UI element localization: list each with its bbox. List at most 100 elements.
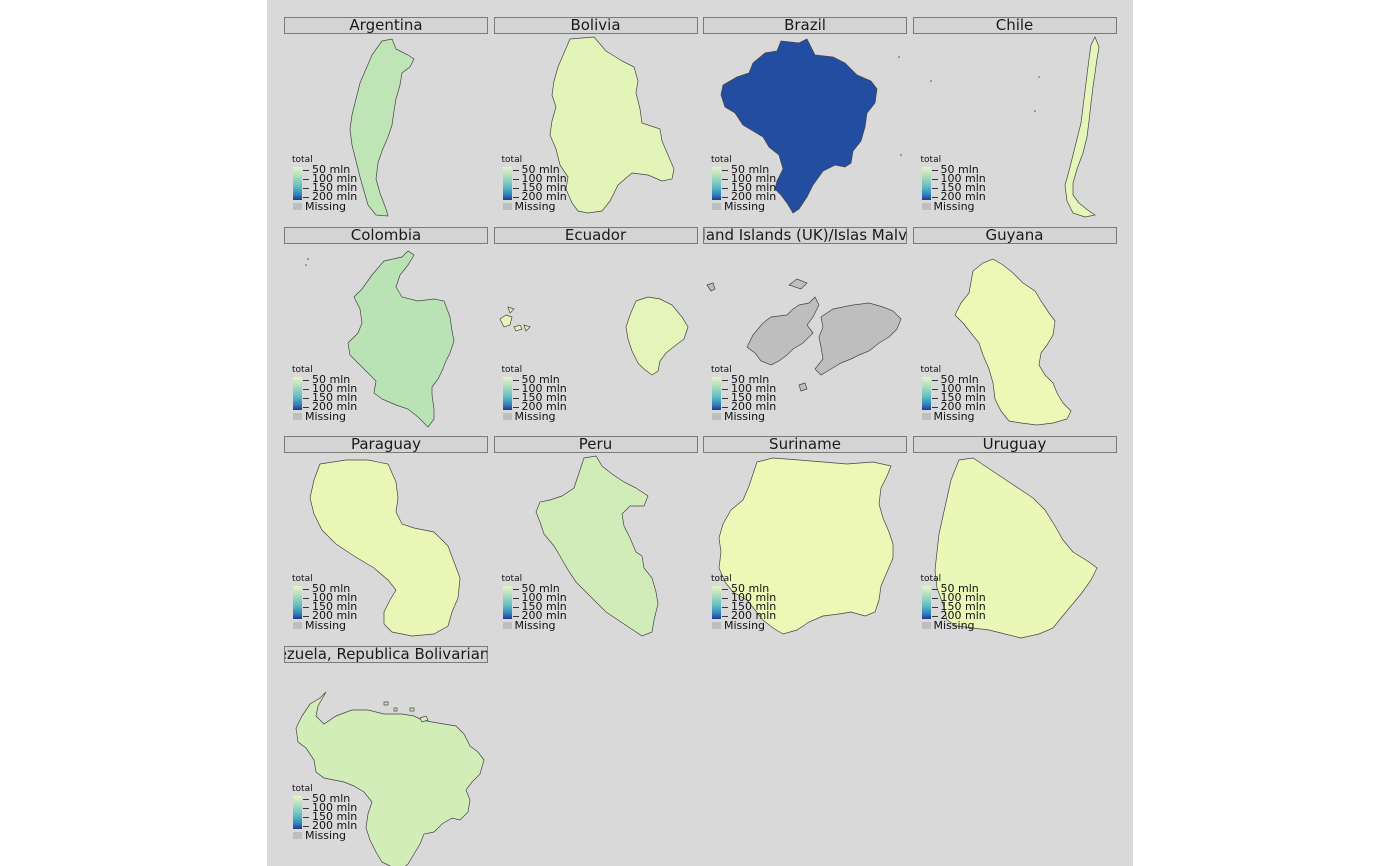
legend-color-ramp bbox=[293, 167, 302, 200]
country-shape bbox=[746, 295, 820, 365]
legend-tick-label: 200 mln bbox=[931, 399, 986, 413]
legend-tick-label: 200 mln bbox=[302, 818, 358, 832]
country-map bbox=[954, 258, 1071, 425]
legend-tick-label: 150 mln bbox=[302, 390, 358, 404]
legend-title: total bbox=[920, 364, 942, 375]
panel-title-text: Bolivia bbox=[570, 17, 621, 34]
legend-tick-label: 150 mln bbox=[512, 390, 567, 404]
island-shape bbox=[419, 715, 429, 722]
legend-missing-swatch bbox=[921, 412, 931, 420]
legend-color-ramp bbox=[712, 167, 721, 200]
country-shape bbox=[934, 457, 1097, 639]
legend-missing-label: Missing bbox=[933, 200, 975, 213]
map-panel-paraguay: Paraguay total 50 mln 100 mln 150 mln 200 mln… bbox=[284, 419, 488, 637]
panel-title-text: Argentina bbox=[349, 17, 423, 34]
legend-tick-label: 200 mln bbox=[931, 609, 986, 622]
legend-color-ramp bbox=[502, 376, 512, 410]
legend-tick-label: 100 mln bbox=[512, 172, 567, 185]
map-panel-colombia: Colombia total 50 mln 100 mln 150 mln 200 mln… bbox=[284, 210, 488, 428]
legend-tick-label: 50 mln bbox=[931, 163, 979, 176]
country-map bbox=[309, 459, 461, 637]
legend-tick-label: 50 mln bbox=[931, 372, 979, 386]
legend-title: total bbox=[292, 364, 313, 375]
legend-missing-swatch bbox=[502, 622, 512, 629]
legend-missing-label: Missing bbox=[514, 409, 556, 423]
legend-missing-swatch bbox=[293, 622, 302, 629]
legend-missing-swatch bbox=[921, 203, 931, 210]
map-panel-brazil: Brazil total 50 mln 100 mln 150 mln 200 mln Mi… bbox=[703, 0, 907, 214]
legend-title: total bbox=[292, 574, 313, 584]
legend-tick-label: 50 mln bbox=[302, 791, 351, 805]
small-island bbox=[900, 154, 902, 156]
legend-tick-label: 50 mln bbox=[931, 582, 979, 595]
legend-tick-label: 150 mln bbox=[721, 181, 777, 194]
island-shape bbox=[706, 282, 716, 291]
island-shape bbox=[499, 314, 512, 327]
map-panel-guyana: Guyana total 50 mln 100 mln 150 mln 200 mln Mi… bbox=[912, 210, 1117, 425]
legend-title: total bbox=[501, 364, 523, 375]
legend-missing-label: Missing bbox=[514, 619, 556, 632]
legend-tick-label: 150 mln bbox=[302, 600, 358, 613]
small-island bbox=[1037, 76, 1040, 78]
panel-title: Brazil bbox=[703, 17, 907, 34]
panel-title: Paraguay bbox=[284, 436, 488, 453]
map-legend: total 50 mln 100 mln 150 mln 200 mln Missing bbox=[921, 574, 1001, 634]
legend-title: total bbox=[920, 155, 942, 165]
island-shape bbox=[814, 302, 902, 375]
legend-tick-label: 100 mln bbox=[512, 591, 567, 604]
legend-color-ramp bbox=[293, 586, 302, 619]
map-legend: total 50 mln 100 mln 150 mln 200 mln Missing bbox=[921, 365, 1001, 425]
island-shape bbox=[383, 701, 389, 705]
legend-missing-label: Missing bbox=[514, 200, 556, 213]
country-shape bbox=[549, 36, 674, 214]
panel-title-text: Guyana bbox=[985, 226, 1044, 244]
panel-title: Suriname bbox=[703, 436, 907, 453]
map-legend: total 50 mln 100 mln 150 mln 200 mln Missing bbox=[292, 784, 372, 844]
panel-title: Peru bbox=[493, 436, 698, 453]
map-legend: total 50 mln 100 mln 150 mln 200 mln Missing bbox=[921, 155, 1001, 215]
small-island bbox=[1033, 110, 1036, 112]
country-shape bbox=[347, 250, 455, 428]
island-shape bbox=[513, 324, 522, 331]
legend-missing-swatch bbox=[502, 203, 512, 210]
map-legend: total 50 mln 100 mln 150 mln 200 mln Missing bbox=[711, 365, 791, 425]
panel-title-text: Venezuela, Republica Bolivariana de bbox=[285, 645, 487, 663]
legend-tick-label: 100 mln bbox=[302, 172, 358, 185]
facet-map-figure: Argentina total 50 mln 100 mln 150 mln 200 ml… bbox=[267, 0, 1133, 866]
legend-tick-label: 50 mln bbox=[512, 372, 560, 386]
legend-missing-label: Missing bbox=[724, 409, 766, 423]
panel-title-text: Chile bbox=[995, 17, 1034, 34]
legend-title: total bbox=[292, 783, 313, 794]
legend-tick-label: 100 mln bbox=[721, 172, 777, 185]
map-legend: total 50 mln 100 mln 150 mln 200 mln Missing bbox=[502, 155, 582, 215]
legend-tick-label: 50 mln bbox=[302, 372, 351, 386]
island-shape bbox=[522, 323, 531, 332]
panel-title: Bolivia bbox=[493, 17, 698, 34]
legend-color-ramp bbox=[921, 376, 931, 410]
legend-tick-label: 50 mln bbox=[721, 582, 770, 595]
legend-missing-swatch bbox=[502, 412, 512, 420]
legend-title: total bbox=[920, 574, 942, 584]
legend-title: total bbox=[501, 574, 523, 584]
panel-title: Venezuela, Republica Bolivariana de bbox=[284, 645, 488, 663]
legend-missing-label: Missing bbox=[305, 828, 347, 842]
legend-tick-label: 200 mln bbox=[302, 190, 358, 203]
legend-color-ramp bbox=[293, 376, 302, 410]
legend-missing-swatch bbox=[712, 622, 721, 629]
panel-title: Argentina bbox=[284, 17, 488, 34]
country-map bbox=[549, 36, 674, 214]
legend-missing-label: Missing bbox=[305, 619, 347, 632]
panel-title-text: Paraguay bbox=[350, 436, 422, 453]
legend-tick-label: 50 mln bbox=[302, 582, 351, 595]
legend-title: total bbox=[292, 155, 313, 165]
map-panel-ecuador: Ecuador total 50 mln 100 mln 150 mln 200 mln M… bbox=[493, 210, 698, 422]
legend-color-ramp bbox=[293, 795, 302, 829]
legend-tick-label: 150 mln bbox=[721, 600, 777, 613]
legend-color-ramp bbox=[502, 586, 512, 619]
legend-missing-swatch bbox=[293, 412, 302, 420]
legend-title: total bbox=[501, 155, 523, 165]
legend-tick-label: 50 mln bbox=[512, 582, 560, 595]
legend-tick-label: 200 mln bbox=[931, 190, 986, 203]
legend-tick-label: 150 mln bbox=[931, 390, 986, 404]
legend-missing-swatch bbox=[293, 831, 302, 839]
